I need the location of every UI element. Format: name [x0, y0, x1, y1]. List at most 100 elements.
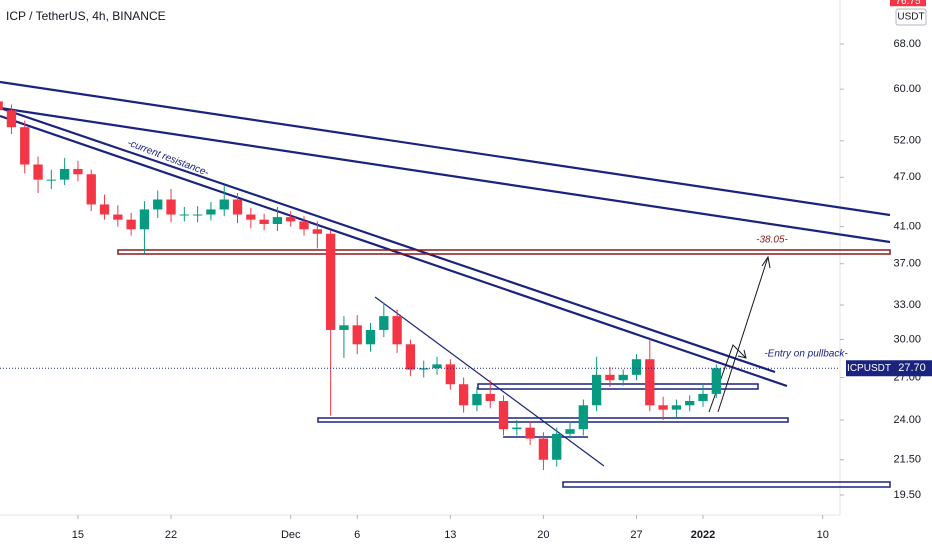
- candle-body: [645, 359, 655, 406]
- y-tick-label: 41.00: [893, 221, 921, 233]
- y-tick-label: 30.00: [893, 333, 921, 345]
- candle-body: [392, 316, 402, 345]
- candle-body: [512, 427, 522, 430]
- candle-body: [485, 393, 495, 401]
- candle-body: [179, 214, 189, 216]
- candle-body: [153, 199, 163, 210]
- y-tick-label: 68.00: [893, 38, 921, 50]
- symbol-tag: [846, 360, 892, 377]
- candle-body: [33, 164, 43, 180]
- candle-body: [59, 168, 70, 180]
- candle-body: [86, 174, 96, 205]
- candle-body: [166, 199, 176, 215]
- x-tick-label: 27: [630, 529, 642, 541]
- x-tick-label: 10: [817, 529, 829, 541]
- support-zone: [562, 481, 891, 488]
- candle-body: [6, 110, 17, 128]
- candle-body: [658, 405, 668, 410]
- candle-body: [325, 233, 336, 330]
- candle-body: [538, 438, 549, 460]
- x-tick-label: 22: [165, 529, 177, 541]
- y-tick-label: 19.50: [893, 489, 921, 501]
- candle-body: [698, 393, 708, 401]
- candle-body: [286, 217, 296, 222]
- candle-body: [498, 400, 509, 430]
- candle-body: [259, 219, 269, 225]
- price-tag: [892, 360, 932, 377]
- candle-body: [232, 199, 243, 215]
- trend-line: [374, 296, 605, 467]
- candle-body: [339, 325, 349, 330]
- candle-body: [578, 405, 588, 430]
- candle-body: [432, 364, 442, 369]
- trend-line: [0, 80, 891, 217]
- candle-body: [99, 204, 110, 215]
- currency-box: [895, 8, 927, 26]
- candle-body: [631, 359, 642, 375]
- x-tick-label: 20: [537, 529, 549, 541]
- price-label: 27.70: [898, 362, 926, 374]
- candle-body: [525, 427, 535, 439]
- symbol-label: ICPUSDT: [847, 363, 891, 374]
- candle-body: [46, 179, 56, 181]
- top-price-label: 76.75: [895, 0, 920, 7]
- candle-body: [445, 364, 455, 385]
- candle-body: [365, 329, 376, 345]
- candle-body: [458, 384, 469, 406]
- candle-body: [299, 221, 309, 230]
- candle-body: [605, 374, 615, 381]
- candle-body: [591, 374, 602, 406]
- trend-line: [0, 106, 891, 244]
- candle-body: [419, 368, 429, 370]
- candle-body: [312, 229, 322, 234]
- candle-body: [405, 344, 416, 370]
- x-tick-label: Dec: [281, 529, 301, 541]
- x-tick-label: 2022: [691, 529, 715, 541]
- support-zone: [117, 249, 891, 255]
- y-tick-label: 47.00: [893, 171, 921, 183]
- arrow: [717, 256, 769, 413]
- y-tick-label: 52.00: [893, 135, 921, 147]
- candle-body: [20, 127, 30, 165]
- support-zone: [317, 417, 789, 423]
- x-tick-label: 6: [354, 529, 360, 541]
- candle-body: [73, 168, 83, 175]
- y-tick-label: 37.00: [893, 258, 921, 270]
- candle-body: [379, 316, 389, 330]
- candle-body: [711, 368, 721, 394]
- x-tick-label: 13: [444, 529, 456, 541]
- candles: [0, 101, 721, 470]
- candle-body: [246, 214, 256, 220]
- candle-body: [552, 433, 562, 460]
- y-tick-label: 24.00: [893, 414, 921, 426]
- candle-body: [126, 219, 136, 230]
- candle-body: [472, 393, 482, 406]
- candle-body: [0, 101, 3, 111]
- candle-body: [113, 214, 123, 220]
- candle-body: [671, 405, 682, 410]
- candle-body: [192, 214, 203, 216]
- candle-body: [618, 374, 628, 381]
- arrow-head: [761, 255, 771, 269]
- candle-body: [352, 325, 362, 345]
- y-tick-label: 33.00: [893, 299, 921, 311]
- candle-body: [272, 217, 283, 225]
- annotation: -38.05-: [756, 235, 788, 246]
- support-zone: [477, 383, 759, 390]
- candle-body: [139, 209, 150, 230]
- arrow-head: [737, 349, 747, 359]
- candle-body: [219, 199, 229, 210]
- trend-line: [0, 106, 776, 374]
- candle-body: [565, 429, 575, 434]
- candle-body: [206, 209, 216, 215]
- chart-title: ICP / TetherUS, 4h, BINANCE: [6, 9, 166, 23]
- annotation: -Entry on pullback-: [764, 349, 848, 360]
- x-tick-label: 15: [72, 529, 84, 541]
- top-price-tag: [890, 0, 926, 7]
- y-tick-label: 60.00: [893, 83, 921, 95]
- trend-line: [0, 114, 788, 388]
- candle-body: [685, 400, 695, 406]
- y-tick-label: 21.50: [893, 454, 921, 466]
- currency-label: USDT: [897, 12, 924, 23]
